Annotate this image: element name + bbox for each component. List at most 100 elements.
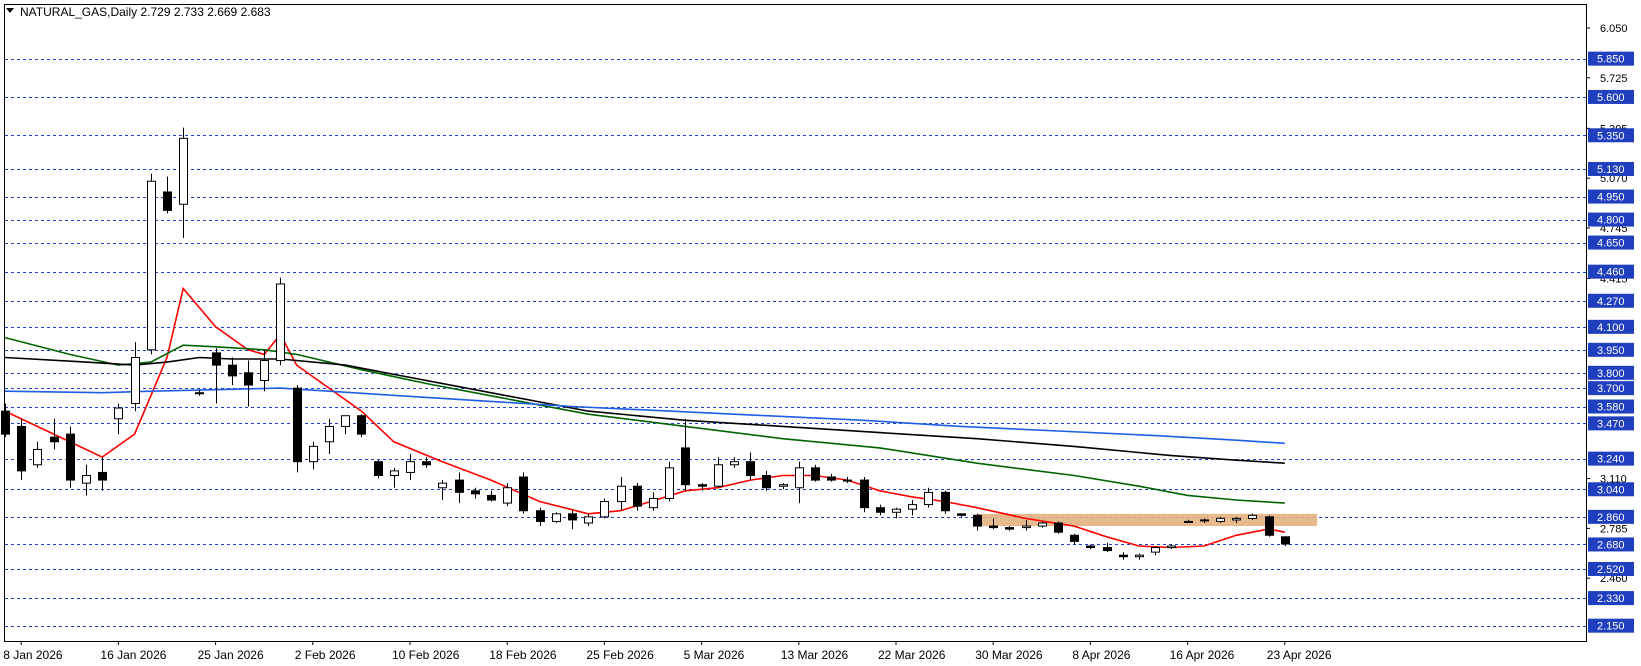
level-label-19: 2.520 xyxy=(1588,561,1634,576)
level-label-text: 3.700 xyxy=(1597,383,1625,395)
price-tick-label: 6.050 xyxy=(1600,23,1628,35)
candle-34 xyxy=(552,512,561,523)
level-label-bg xyxy=(1588,342,1634,357)
candle-body xyxy=(649,497,658,509)
candle-body xyxy=(33,448,42,466)
candle-body xyxy=(1216,517,1225,522)
candle-25 xyxy=(406,454,415,481)
candle-60 xyxy=(973,513,982,531)
candle-body xyxy=(438,482,447,489)
level-label-bg xyxy=(1588,89,1634,104)
level-label-text: 3.040 xyxy=(1597,484,1625,496)
candle-body xyxy=(1151,547,1160,553)
candle-body xyxy=(471,490,480,495)
level-label-text: 4.460 xyxy=(1597,267,1625,279)
candle-55 xyxy=(892,507,901,519)
level-label-8: 4.270 xyxy=(1588,293,1634,308)
candle-66 xyxy=(1070,533,1079,545)
level-label-text: 5.850 xyxy=(1597,54,1625,66)
candle-64 xyxy=(1038,521,1047,528)
candle-body xyxy=(827,476,836,481)
candle-body xyxy=(276,283,285,362)
level-label-3: 5.130 xyxy=(1588,161,1634,176)
candle-56 xyxy=(908,500,917,516)
level-label-13: 3.580 xyxy=(1588,399,1634,414)
date-tick-label: 25 Feb 2026 xyxy=(586,648,654,662)
candle-body xyxy=(1005,527,1014,530)
candle-body xyxy=(487,494,496,501)
candle-7 xyxy=(114,403,123,435)
candle-body xyxy=(50,436,59,443)
candle-body xyxy=(876,507,885,513)
level-label-bg xyxy=(1588,451,1634,466)
candle-body xyxy=(1,410,10,435)
level-label-text: 3.470 xyxy=(1597,418,1625,430)
level-label-bg xyxy=(1588,482,1634,497)
date-tick-label: 8 Apr 2026 xyxy=(1072,648,1130,662)
candle-body xyxy=(357,415,366,435)
level-label-11: 3.800 xyxy=(1588,365,1634,380)
candle-77 xyxy=(1248,513,1257,520)
level-label-text: 2.680 xyxy=(1597,539,1625,551)
candle-body xyxy=(406,461,415,473)
candle-41 xyxy=(665,461,674,502)
candle-body xyxy=(860,479,869,509)
candle-body xyxy=(309,445,318,463)
level-label-bg xyxy=(1588,212,1634,227)
candle-body xyxy=(665,467,674,499)
level-label-bg xyxy=(1588,264,1634,279)
candle-body xyxy=(244,372,253,386)
candle-body xyxy=(892,508,901,513)
level-label-bg xyxy=(1588,618,1634,633)
candle-58 xyxy=(941,490,950,514)
level-label-text: 4.800 xyxy=(1597,215,1625,227)
level-label-bg xyxy=(1588,51,1634,66)
candle-12 xyxy=(195,389,204,396)
candle-body xyxy=(552,513,561,522)
candle-body xyxy=(957,513,966,516)
candle-body xyxy=(568,513,577,521)
candle-19 xyxy=(309,441,318,470)
candle-18 xyxy=(293,385,302,473)
candle-76 xyxy=(1232,516,1241,523)
date-tick-label: 8 Jan 2026 xyxy=(3,648,63,662)
candle-53 xyxy=(860,477,869,513)
level-label-text: 4.650 xyxy=(1597,238,1625,250)
candle-body xyxy=(147,180,156,351)
candle-body xyxy=(422,461,431,466)
candle-body xyxy=(795,467,804,489)
level-label-15: 3.240 xyxy=(1588,451,1634,466)
candle-body xyxy=(633,485,642,507)
candle-body xyxy=(600,501,609,518)
candle-37 xyxy=(600,498,609,519)
date-tick-label: 23 Apr 2026 xyxy=(1267,648,1332,662)
candle-65 xyxy=(1054,521,1063,534)
candle-body xyxy=(1232,517,1241,521)
candle-47 xyxy=(762,470,771,491)
date-tick-label: 16 Jan 2026 xyxy=(100,648,166,662)
level-label-text: 2.330 xyxy=(1597,593,1625,605)
candle-62 xyxy=(1005,526,1014,531)
candle-30 xyxy=(487,490,496,502)
price-axis: 6.0505.7255.3955.0704.7454.4153.1102.785… xyxy=(1586,23,1628,585)
candle-10 xyxy=(163,176,172,214)
candle-body xyxy=(973,514,982,527)
triangle-down-icon[interactable] xyxy=(6,8,14,13)
level-label-bg xyxy=(1588,293,1634,308)
candle-50 xyxy=(811,464,820,482)
date-tick-label: 10 Feb 2026 xyxy=(392,648,460,662)
moving-average-line-3 xyxy=(4,387,1285,445)
candle-17 xyxy=(276,277,285,366)
level-label-bg xyxy=(1588,365,1634,380)
candle-body xyxy=(131,356,140,404)
level-label-18: 2.680 xyxy=(1588,537,1634,552)
candle-body xyxy=(260,360,269,381)
level-label-text: 5.130 xyxy=(1597,164,1625,176)
chart-title: NATURAL_GAS,Daily 2.729 2.733 2.669 2.68… xyxy=(20,5,271,19)
candle-body xyxy=(82,474,91,484)
candle-16 xyxy=(260,349,269,392)
candle-body xyxy=(179,137,188,205)
level-label-1: 5.600 xyxy=(1588,89,1634,104)
level-label-text: 2.150 xyxy=(1597,621,1625,633)
